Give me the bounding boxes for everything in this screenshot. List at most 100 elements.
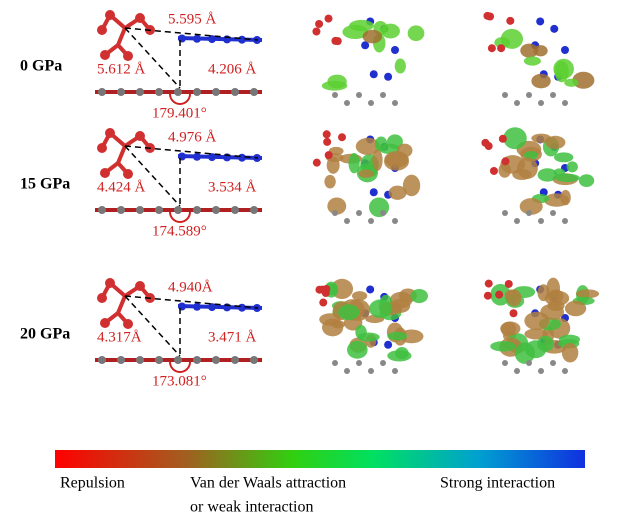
isosurface [328, 146, 344, 156]
isosurface [399, 329, 424, 344]
atom [368, 368, 374, 374]
isosurface [543, 193, 570, 207]
atom [231, 356, 239, 364]
isosurface [558, 334, 581, 345]
nci-image [483, 277, 600, 374]
isosurface [349, 19, 374, 32]
isosurface [520, 43, 539, 58]
atom [117, 88, 125, 96]
atom [238, 35, 246, 44]
atom [332, 92, 338, 98]
atom [155, 356, 163, 364]
atom [178, 152, 186, 161]
atom [98, 88, 106, 96]
isosurface [327, 197, 347, 215]
atom [344, 368, 350, 374]
atom [384, 340, 393, 349]
angle-arc [169, 361, 191, 373]
isosurface [506, 289, 522, 307]
isosurface [321, 80, 348, 91]
atom [100, 168, 110, 178]
isosurface [407, 25, 425, 42]
pressure-label: 20 GPa [20, 326, 70, 343]
colorbar-sublabel: or weak interaction [190, 499, 314, 516]
isosurface [524, 311, 550, 331]
isosurface [503, 127, 527, 150]
isosurface [572, 71, 595, 89]
distance-label: 3.471 Å [208, 329, 257, 345]
isosurface [561, 342, 579, 363]
atom [193, 152, 201, 161]
bond [116, 295, 127, 314]
atom [356, 360, 362, 366]
nci-image [483, 11, 595, 106]
atom [562, 218, 568, 224]
distance-label: 4.206 Å [208, 61, 257, 77]
atom [208, 35, 216, 44]
atom [514, 100, 520, 106]
atom [155, 88, 163, 96]
atom [332, 210, 338, 216]
atom [356, 92, 362, 98]
row: 20 GPa 4.940Å 4.317Å 3.471 Å 173.081° [20, 277, 600, 389]
atom [514, 368, 520, 374]
distance-line [124, 27, 181, 89]
atom [193, 34, 201, 43]
atom [562, 100, 568, 106]
isosurface [326, 156, 340, 174]
atom [369, 70, 378, 79]
atom [536, 17, 545, 26]
atom [315, 285, 324, 294]
atom [312, 158, 321, 167]
atom [324, 14, 333, 23]
distance-label: 4.317Å [97, 329, 142, 345]
isosurface [346, 340, 368, 359]
distance-label: 5.595 Å [168, 11, 217, 27]
isosurface [517, 157, 538, 179]
distance-label: 4.976 Å [168, 129, 217, 145]
isosurface [514, 342, 535, 364]
atom [550, 24, 559, 33]
atom [550, 92, 556, 98]
atom [502, 360, 508, 366]
nci-image [481, 127, 595, 224]
atom [392, 100, 398, 106]
isosurface [358, 169, 374, 178]
atom [487, 44, 496, 53]
atom [193, 88, 201, 96]
isosurface [351, 291, 368, 301]
isosurface [369, 299, 393, 318]
distance-label: 4.940Å [168, 279, 213, 295]
angle-label: 174.589° [152, 223, 207, 239]
row: 0 GPa 5.595 Å 5.612 Å 4.206 Å 179.401° [20, 10, 595, 121]
atom [174, 88, 182, 96]
row: 15 GPa 4.976 Å 4.424 Å 3.534 Å 174.589° [20, 127, 595, 239]
atom [538, 218, 544, 224]
atom [105, 128, 115, 138]
atom [344, 218, 350, 224]
atom [123, 319, 133, 329]
isosurface [546, 277, 561, 299]
isosurface [321, 318, 344, 337]
atom [361, 41, 370, 50]
distance-line [124, 27, 259, 41]
atom [212, 206, 220, 214]
atom [97, 293, 107, 303]
atom [135, 131, 145, 141]
isosurface [388, 185, 407, 200]
atom [100, 50, 110, 60]
isosurface [566, 161, 578, 173]
atom [312, 27, 321, 36]
isosurface [324, 174, 336, 189]
isosurface [394, 58, 406, 74]
isosurface [387, 350, 412, 362]
atom [392, 218, 398, 224]
atom [380, 360, 386, 366]
atom [105, 10, 115, 20]
isosurface [533, 45, 548, 57]
isosurface [537, 168, 558, 182]
atom [178, 302, 186, 311]
isosurface [519, 198, 543, 215]
atom [332, 360, 338, 366]
